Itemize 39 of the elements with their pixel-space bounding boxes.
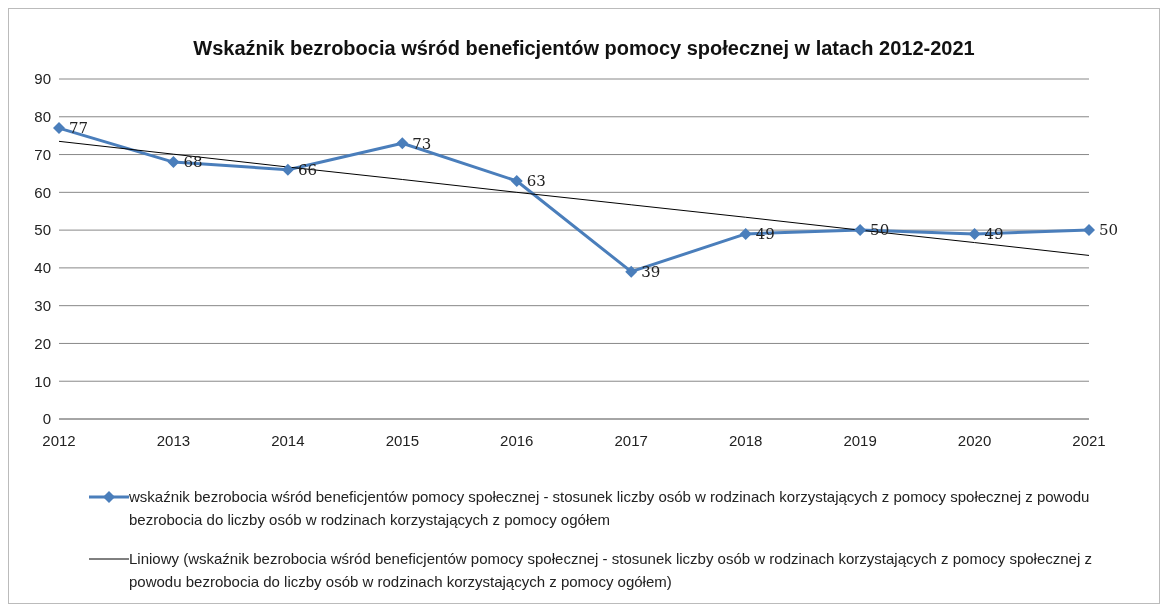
y-tick-label: 40 <box>34 259 51 277</box>
x-tick-label: 2013 <box>156 431 191 449</box>
point <box>396 137 409 150</box>
y-tick-label: 50 <box>34 221 51 239</box>
x-tick-label: 2017 <box>614 431 648 449</box>
data-label: 50 <box>1099 221 1119 240</box>
point <box>968 227 981 240</box>
y-tick-label: 0 <box>42 410 51 428</box>
point <box>625 265 638 278</box>
x-tick-label: 2020 <box>957 431 992 449</box>
x-tick-label: 2019 <box>843 431 877 449</box>
chart-title: Wskaźnik bezrobocia wśród beneficjentów pomocy społecznej w latach 2012-2021 <box>192 37 976 61</box>
x-tick-label: 2012 <box>42 431 76 449</box>
point <box>510 175 523 187</box>
x-tick-label: 2014 <box>271 431 305 449</box>
data-label: 39 <box>641 262 661 281</box>
y-tick-label: 80 <box>34 108 51 126</box>
y-tick-label: 60 <box>34 183 51 201</box>
y-tick-label: 30 <box>34 296 51 314</box>
x-tick-label: 2016 <box>500 431 534 449</box>
point <box>167 156 180 169</box>
point <box>739 227 752 240</box>
x-tick-label: 2018 <box>728 431 763 449</box>
point <box>854 224 867 237</box>
y-tick-label: 20 <box>34 334 51 352</box>
y-tick-label: 10 <box>34 372 51 390</box>
legend-label: wskaźnik bezrobocia wśród beneficjentów pomocy społecznej - stosunek liczby osób w rodzinach korzystających z pomocy społecznej z powodu bezrobocia do liczby osób w rodzinach korzystających z pomocy ogółem <box>129 487 1091 530</box>
x-tick-label: 2021 <box>1072 431 1106 449</box>
point <box>1083 224 1095 237</box>
data-label: 63 <box>526 172 546 191</box>
data-label: 77 <box>69 119 89 138</box>
data-label: 73 <box>412 134 432 153</box>
x-tick-label: 2015 <box>385 431 420 449</box>
point <box>281 163 294 176</box>
line-series <box>58 140 1090 256</box>
point <box>53 122 65 135</box>
y-tick-label: 70 <box>34 145 51 163</box>
y-tick-label: 90 <box>34 70 51 88</box>
legend-label: Liniowy (wskaźnik bezrobocia wśród beneficjentów pomocy społecznej - stosunek liczby osób w rodzinach korzystających z pomocy społecznej z powodu bezrobocia do liczby osób w rodzinach korzystających z pomocy ogółem) <box>129 549 1093 592</box>
